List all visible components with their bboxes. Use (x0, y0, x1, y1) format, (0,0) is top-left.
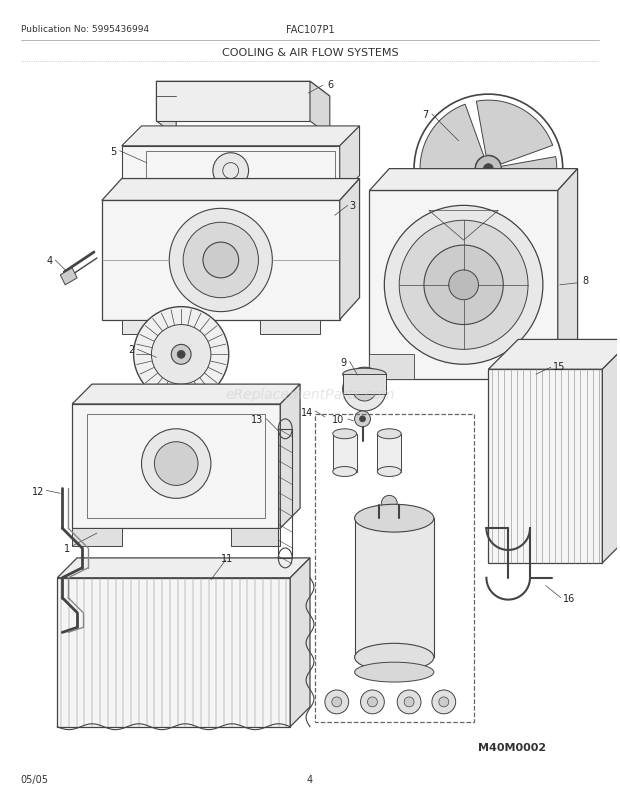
Circle shape (154, 442, 198, 486)
Text: 8: 8 (583, 276, 588, 286)
Text: 4: 4 (307, 775, 313, 784)
Circle shape (203, 243, 239, 278)
Circle shape (355, 411, 371, 427)
Circle shape (183, 223, 259, 298)
Bar (378, 434, 401, 472)
Circle shape (360, 416, 366, 423)
Polygon shape (102, 201, 340, 320)
Ellipse shape (333, 467, 356, 477)
Text: 5: 5 (110, 147, 117, 156)
Circle shape (404, 697, 414, 707)
Text: COOLING & AIR FLOW SYSTEMS: COOLING & AIR FLOW SYSTEMS (222, 48, 398, 59)
Circle shape (177, 351, 185, 358)
Circle shape (353, 378, 376, 402)
Ellipse shape (378, 429, 401, 439)
Ellipse shape (378, 467, 401, 477)
Circle shape (381, 496, 397, 512)
Circle shape (332, 697, 342, 707)
Bar (315, 415, 474, 722)
Polygon shape (57, 558, 310, 578)
Polygon shape (558, 169, 578, 379)
Polygon shape (310, 82, 330, 136)
Polygon shape (72, 529, 122, 546)
Ellipse shape (343, 369, 386, 381)
Polygon shape (340, 180, 360, 320)
Polygon shape (340, 127, 360, 196)
Circle shape (169, 209, 272, 312)
Polygon shape (122, 147, 340, 196)
Text: 05/05: 05/05 (20, 775, 48, 784)
Circle shape (213, 153, 249, 189)
Polygon shape (370, 191, 558, 379)
Text: 14: 14 (301, 407, 313, 417)
Circle shape (439, 697, 449, 707)
Circle shape (432, 691, 456, 714)
Circle shape (361, 691, 384, 714)
Text: 16: 16 (563, 593, 575, 603)
Text: 12: 12 (32, 487, 45, 496)
Text: 1: 1 (64, 543, 70, 553)
Polygon shape (493, 157, 557, 233)
Text: 9: 9 (340, 358, 347, 368)
Text: 7: 7 (423, 110, 429, 119)
Circle shape (151, 325, 211, 385)
Text: 2: 2 (128, 345, 135, 355)
Polygon shape (72, 385, 300, 404)
Polygon shape (260, 320, 320, 335)
Circle shape (325, 691, 348, 714)
Polygon shape (370, 354, 414, 379)
Circle shape (133, 307, 229, 403)
Text: M40M0002: M40M0002 (479, 742, 547, 751)
Text: 13: 13 (251, 415, 264, 424)
Polygon shape (122, 127, 360, 147)
Circle shape (397, 691, 421, 714)
Text: FAC107P1: FAC107P1 (286, 25, 334, 34)
Polygon shape (122, 320, 181, 335)
Circle shape (449, 270, 479, 300)
Circle shape (343, 368, 386, 411)
Circle shape (384, 206, 543, 365)
Polygon shape (476, 101, 552, 165)
Bar (333, 434, 356, 472)
Circle shape (476, 156, 502, 182)
Polygon shape (156, 82, 176, 136)
Polygon shape (420, 105, 484, 181)
Ellipse shape (333, 429, 356, 439)
Circle shape (424, 245, 503, 325)
Circle shape (141, 429, 211, 499)
Text: 15: 15 (553, 362, 565, 372)
Polygon shape (156, 82, 310, 122)
Bar (343, 375, 386, 395)
Text: 11: 11 (221, 553, 233, 563)
Polygon shape (489, 340, 620, 370)
Polygon shape (424, 174, 500, 238)
Text: 3: 3 (350, 201, 356, 211)
Circle shape (484, 164, 494, 174)
Polygon shape (57, 578, 290, 727)
Polygon shape (60, 269, 77, 286)
Text: Publication No: 5995436994: Publication No: 5995436994 (20, 25, 149, 34)
Polygon shape (290, 558, 310, 727)
Circle shape (399, 221, 528, 350)
Ellipse shape (355, 643, 434, 671)
Polygon shape (280, 385, 300, 529)
Polygon shape (370, 169, 578, 191)
Circle shape (368, 697, 378, 707)
Bar (355, 519, 434, 658)
Circle shape (171, 345, 191, 365)
Polygon shape (513, 354, 558, 379)
Polygon shape (72, 404, 280, 529)
Ellipse shape (355, 504, 434, 533)
Polygon shape (489, 370, 603, 563)
Polygon shape (603, 340, 620, 563)
Text: 10: 10 (332, 415, 345, 424)
Polygon shape (102, 180, 360, 201)
Text: eReplacementParts.com: eReplacementParts.com (225, 387, 395, 402)
Polygon shape (231, 529, 280, 546)
Text: 6: 6 (328, 80, 334, 90)
Polygon shape (156, 82, 330, 97)
Text: 4: 4 (46, 256, 52, 265)
Ellipse shape (355, 662, 434, 683)
